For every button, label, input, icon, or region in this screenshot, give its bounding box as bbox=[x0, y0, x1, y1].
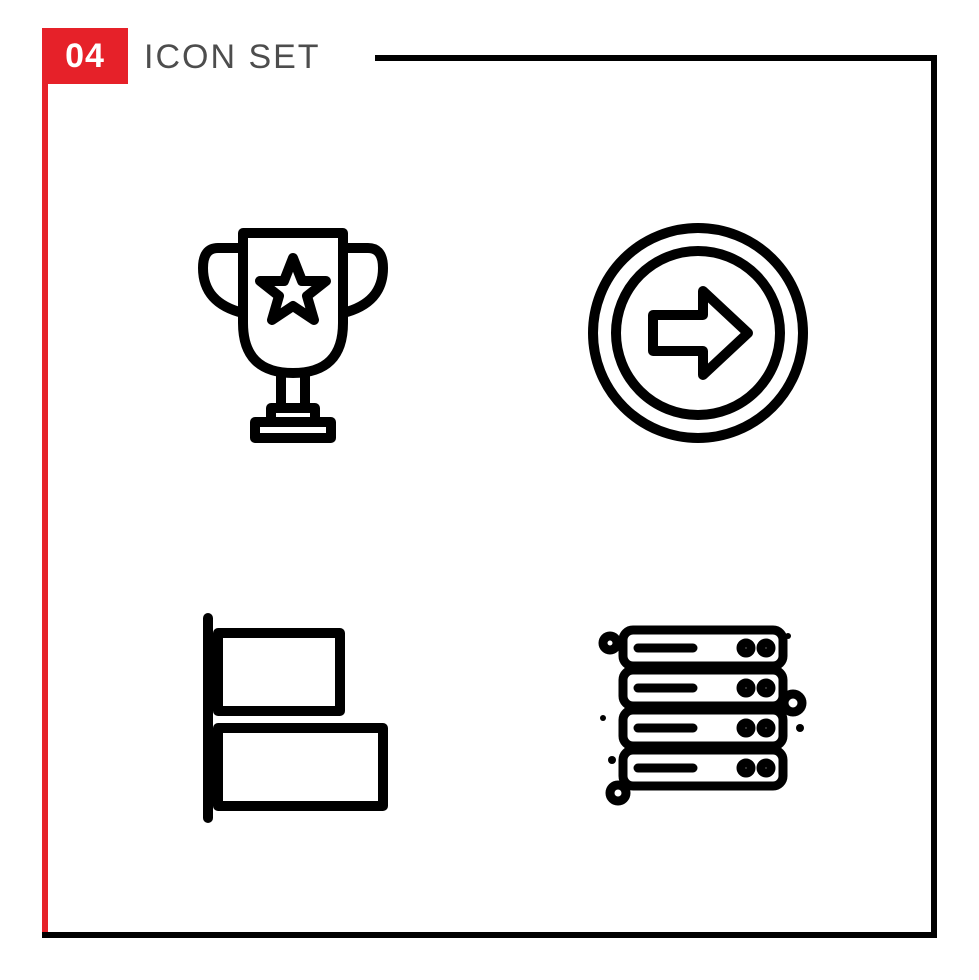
icon-cell bbox=[568, 203, 828, 463]
server-stack-icon bbox=[568, 588, 828, 848]
page-title: ICON SET bbox=[144, 38, 321, 77]
icon-cell bbox=[163, 588, 423, 848]
frame-border-top bbox=[375, 55, 937, 61]
set-number-badge: 04 bbox=[42, 28, 128, 84]
align-left-icon bbox=[163, 588, 423, 848]
arrow-right-circle-icon bbox=[568, 203, 828, 463]
trophy-star-icon bbox=[163, 203, 423, 463]
icon-cell bbox=[163, 203, 423, 463]
frame-border-bottom bbox=[42, 932, 937, 938]
accent-vertical-bar bbox=[42, 28, 48, 938]
icon-cell bbox=[568, 588, 828, 848]
icon-grid bbox=[90, 140, 900, 910]
badge-number: 04 bbox=[65, 37, 105, 76]
frame-border-right bbox=[931, 55, 937, 938]
